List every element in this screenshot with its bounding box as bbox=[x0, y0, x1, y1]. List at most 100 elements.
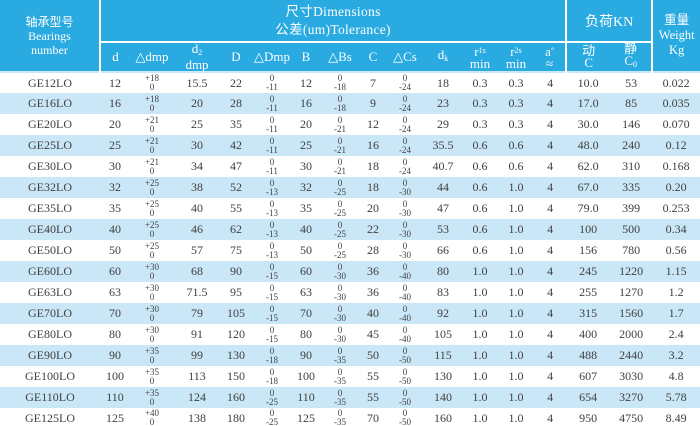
cell-r1s-min: 0.6 bbox=[462, 135, 498, 156]
cell-D: 90 bbox=[220, 261, 252, 282]
cell-static-load-C0: 1560 bbox=[610, 303, 653, 324]
cell-static-load-C0: 146 bbox=[610, 114, 653, 135]
cell-static-load-C0: 310 bbox=[610, 156, 653, 177]
cell-dk: 23 bbox=[424, 93, 462, 114]
table-row: GE32LO 32 +25 0 38 52 0 -13 32 0 -25 18 0 -30 44 0.6 1.0… bbox=[0, 177, 700, 198]
cell-Bs-tolerance: 0 -35 bbox=[320, 408, 360, 426]
cell-dynamic-load-C: 400 bbox=[566, 324, 611, 345]
cell-weight-kg: 2.4 bbox=[652, 324, 700, 345]
cell-r1s-min: 0.6 bbox=[462, 156, 498, 177]
cell-Cs-tolerance: 0 -24 bbox=[386, 93, 424, 114]
cell-dmp-tolerance: +21 0 bbox=[130, 135, 174, 156]
cell-Dmp-tolerance: 0 -15 bbox=[252, 261, 292, 282]
cell-weight-kg: 4.8 bbox=[652, 366, 700, 387]
cell-Cs-tolerance: 0 -30 bbox=[386, 177, 424, 198]
cell-bearing-number: GE16LO bbox=[0, 93, 100, 114]
cell-a-approx: 4 bbox=[534, 177, 567, 198]
cell-d: 63 bbox=[100, 282, 130, 303]
cell-B: 40 bbox=[292, 219, 320, 240]
cell-r2s-min: 0.6 bbox=[498, 156, 534, 177]
cell-a-approx: 4 bbox=[534, 282, 567, 303]
cell-d: 30 bbox=[100, 156, 130, 177]
cell-Dmp-tolerance: 0 -25 bbox=[252, 387, 292, 408]
col-header-static-load-C0: 静 C0 bbox=[610, 42, 654, 72]
cell-Bs-tolerance: 0 -25 bbox=[320, 177, 360, 198]
cell-bearing-number: GE40LO bbox=[0, 219, 100, 240]
cell-dk: 130 bbox=[424, 366, 462, 387]
cell-dynamic-load-C: 607 bbox=[566, 366, 611, 387]
dimensions-title-line2: 公差(um)Tolerance) bbox=[275, 21, 391, 37]
cell-r2s-min: 1.0 bbox=[498, 303, 534, 324]
cell-static-load-C0: 85 bbox=[610, 93, 653, 114]
cell-weight-kg: 8.49 bbox=[652, 408, 700, 426]
cell-a-approx: 4 bbox=[534, 198, 567, 219]
cell-Dmp-tolerance: 0 -13 bbox=[252, 219, 292, 240]
cell-static-load-C0: 3270 bbox=[610, 387, 653, 408]
cell-a-approx: 4 bbox=[534, 135, 567, 156]
cell-weight-kg: 0.022 bbox=[652, 71, 700, 93]
table-row: GE12LO 12 +18 0 15.5 22 0 -11 12 0 -18 7 0 -24 18 0.3 0.… bbox=[0, 71, 700, 93]
cell-dk: 80 bbox=[424, 261, 462, 282]
cell-dk: 40.7 bbox=[424, 156, 462, 177]
table-row: GE35LO 35 +25 0 40 55 0 -13 35 0 -25 20 0 -30 47 0.6 1.0… bbox=[0, 198, 700, 219]
cell-d2dmp: 99 bbox=[174, 345, 220, 366]
cell-a-approx: 4 bbox=[534, 387, 567, 408]
cell-d2dmp: 34 bbox=[174, 156, 220, 177]
cell-r2s-min: 0.3 bbox=[498, 93, 534, 114]
cell-static-load-C0: 2440 bbox=[610, 345, 653, 366]
cell-C: 12 bbox=[360, 114, 386, 135]
cell-a-approx: 4 bbox=[534, 303, 567, 324]
cell-r1s-min: 0.6 bbox=[462, 177, 498, 198]
cell-B: 25 bbox=[292, 135, 320, 156]
cell-dynamic-load-C: 67.0 bbox=[566, 177, 611, 198]
cell-C: 9 bbox=[360, 93, 386, 114]
cell-bearing-number: GE30LO bbox=[0, 156, 100, 177]
cell-C: 40 bbox=[360, 303, 386, 324]
cell-dk: 83 bbox=[424, 282, 462, 303]
cell-r2s-min: 1.0 bbox=[498, 198, 534, 219]
cell-r2s-min: 0.3 bbox=[498, 114, 534, 135]
cell-C: 45 bbox=[360, 324, 386, 345]
cell-dk: 53 bbox=[424, 219, 462, 240]
cell-r2s-min: 1.0 bbox=[498, 219, 534, 240]
cell-bearing-number: GE20LO bbox=[0, 114, 100, 135]
cell-d2dmp: 40 bbox=[174, 198, 220, 219]
table-row: GE125LO 125 +40 0 138 180 0 -25 125 0 -35 70 0 -50 160… bbox=[0, 408, 700, 426]
cell-d: 16 bbox=[100, 93, 130, 114]
cell-B: 90 bbox=[292, 345, 320, 366]
cell-static-load-C0: 399 bbox=[610, 198, 653, 219]
bearings-label-zh: 轴承型号 bbox=[25, 14, 74, 29]
cell-d2dmp: 15.5 bbox=[174, 71, 220, 93]
cell-r1s-min: 1.0 bbox=[462, 303, 498, 324]
cell-r1s-min: 0.6 bbox=[462, 240, 498, 261]
cell-Cs-tolerance: 0 -50 bbox=[386, 408, 424, 426]
weight-label-en: Weight bbox=[658, 28, 695, 42]
cell-B: 16 bbox=[292, 93, 320, 114]
cell-D: 55 bbox=[220, 198, 252, 219]
cell-weight-kg: 1.15 bbox=[652, 261, 700, 282]
cell-Cs-tolerance: 0 -24 bbox=[386, 156, 424, 177]
cell-Bs-tolerance: 0 -21 bbox=[320, 114, 360, 135]
cell-r2s-min: 1.0 bbox=[498, 177, 534, 198]
cell-d: 80 bbox=[100, 324, 130, 345]
cell-Cs-tolerance: 0 -24 bbox=[386, 114, 424, 135]
cell-dmp-tolerance: +18 0 bbox=[130, 93, 174, 114]
cell-d: 100 bbox=[100, 366, 130, 387]
cell-bearing-number: GE80LO bbox=[0, 324, 100, 345]
cell-dmp-tolerance: +30 0 bbox=[130, 261, 174, 282]
cell-Dmp-tolerance: 0 -11 bbox=[252, 71, 292, 93]
cell-bearing-number: GE12LO bbox=[0, 71, 100, 93]
table-row: GE100LO 100 +35 0 113 150 0 -18 100 0 -35 55 0 -50 130… bbox=[0, 366, 700, 387]
cell-C: 20 bbox=[360, 198, 386, 219]
cell-a-approx: 4 bbox=[534, 240, 567, 261]
table-row: GE90LO 90 +35 0 99 130 0 -18 90 0 -35 50 0 -50 115 1.0 1… bbox=[0, 345, 700, 366]
col-header-Dmp-tolerance: △Dmp bbox=[252, 42, 292, 72]
cell-B: 50 bbox=[292, 240, 320, 261]
cell-Dmp-tolerance: 0 -18 bbox=[252, 366, 292, 387]
cell-D: 42 bbox=[220, 135, 252, 156]
cell-D: 28 bbox=[220, 93, 252, 114]
cell-r1s-min: 0.6 bbox=[462, 198, 498, 219]
section-header-dimensions: 尺寸Dimensions 公差(um)Tolerance) bbox=[100, 0, 567, 43]
cell-dynamic-load-C: 62.0 bbox=[566, 156, 611, 177]
